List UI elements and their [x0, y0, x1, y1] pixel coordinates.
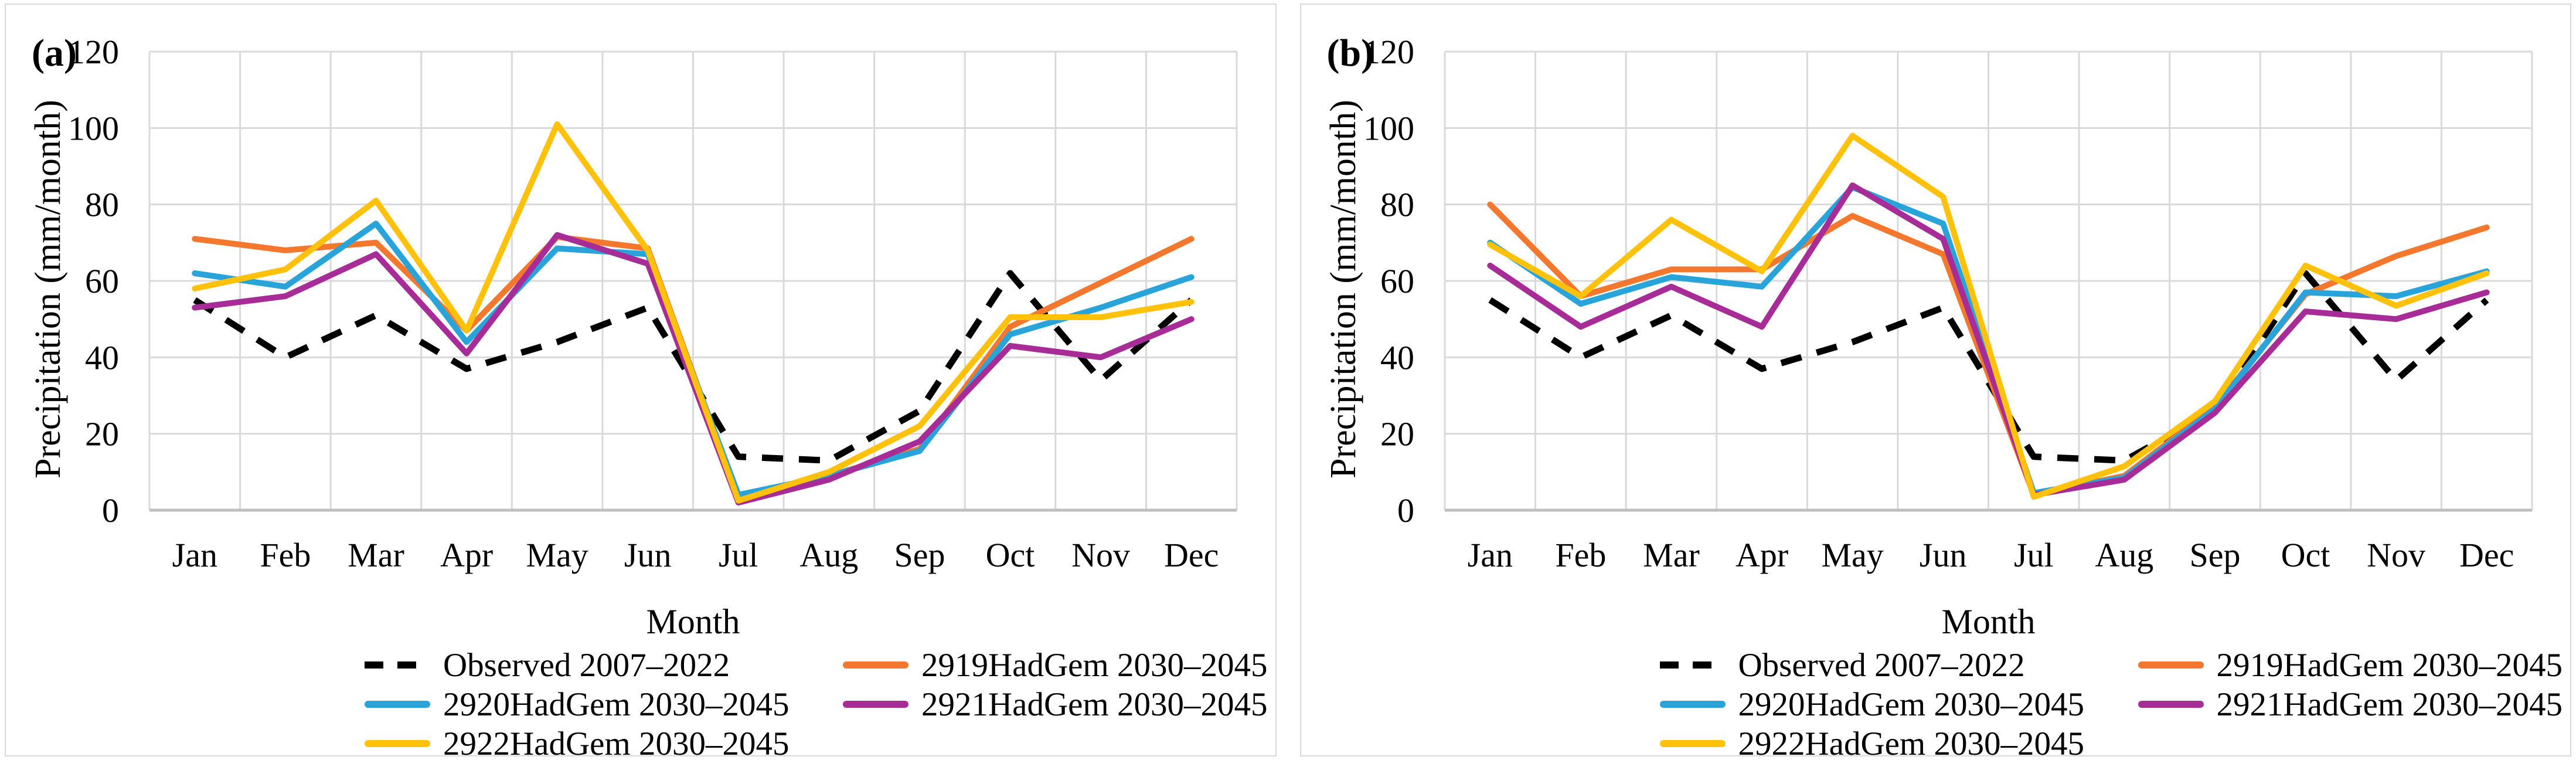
y-tick-label: 20: [85, 415, 119, 453]
x-tick-label: Aug: [2095, 536, 2153, 574]
x-tick-label: Jun: [1919, 536, 1966, 574]
y-tick-label: 100: [1363, 109, 1414, 147]
x-tick-label: Nov: [2367, 536, 2425, 574]
y-tick-label: 80: [1380, 186, 1414, 224]
series-line: [193, 270, 1194, 464]
chart-panel-a: 0 20 40 60 80 100 120 Jan Feb Mar Apr May Jun Jul Aug S…: [5, 4, 1277, 756]
x-tick-label: Feb: [1555, 536, 1606, 574]
x-tick-label: Sep: [894, 536, 945, 574]
x-tick-label: Feb: [260, 536, 311, 574]
x-tick-label: Jan: [172, 536, 217, 574]
line-chart-b: 0 20 40 60 80 100 120 Jan Feb Mar Apr May Jun Jul Aug S…: [1363, 33, 2533, 641]
x-tick-label: Apr: [1735, 536, 1788, 574]
y-tick-label: 0: [1397, 491, 1414, 530]
series-line: [192, 121, 1195, 504]
x-axis-title: Month: [1941, 602, 2035, 641]
series-line: [1486, 133, 2490, 500]
panel-label-a: (a): [32, 32, 77, 74]
x-tick-label: Oct: [986, 536, 1035, 574]
x-tick-label: Sep: [2189, 536, 2240, 574]
line-chart-a: 0 20 40 60 80 100 120 Jan Feb Mar Apr May Jun Jul Aug S…: [68, 33, 1238, 641]
y-tick-label: 0: [102, 491, 119, 530]
y-tick-label: 40: [85, 338, 119, 376]
x-tick-label: Jun: [624, 536, 672, 574]
x-axis-title: Month: [646, 602, 740, 641]
y-tick-label: 120: [68, 33, 119, 71]
series-line: [1486, 182, 2490, 498]
chart-panel-b: 0 20 40 60 80 100 120 Jan Feb Mar Apr May Jun Jul Aug S…: [1299, 4, 2571, 756]
x-tick-label: Nov: [1071, 536, 1130, 574]
y-tick-label: 100: [68, 109, 119, 147]
y-tick-label: 20: [1380, 415, 1414, 453]
x-tick-label: Mar: [1643, 536, 1700, 574]
x-tick-label: May: [1821, 536, 1883, 574]
series-line: [1488, 270, 2489, 464]
y-tick-label: 60: [1380, 262, 1414, 300]
y-tick-label: 120: [1363, 33, 1414, 71]
x-tick-label: Dec: [2459, 536, 2514, 574]
x-tick-label: Dec: [1164, 536, 1219, 574]
y-axis-title-a: Precipitation (mm/month): [28, 100, 68, 479]
y-tick-label: 40: [1380, 338, 1414, 376]
x-tick-label: Jan: [1467, 536, 1512, 574]
x-tick-label: Jul: [719, 536, 758, 574]
panel-label-b: (b): [1326, 32, 1374, 74]
y-tick-label: 80: [85, 186, 119, 224]
x-tick-label: May: [526, 536, 588, 574]
x-tick-label: Oct: [2281, 536, 2330, 574]
x-tick-label: Mar: [348, 536, 404, 574]
y-axis-title-b: Precipitation (mm/month): [1323, 100, 1363, 479]
x-tick-label: Apr: [440, 536, 493, 574]
y-tick-label: 60: [85, 262, 119, 300]
x-tick-label: Aug: [799, 536, 858, 574]
x-tick-label: Jul: [2013, 536, 2053, 574]
